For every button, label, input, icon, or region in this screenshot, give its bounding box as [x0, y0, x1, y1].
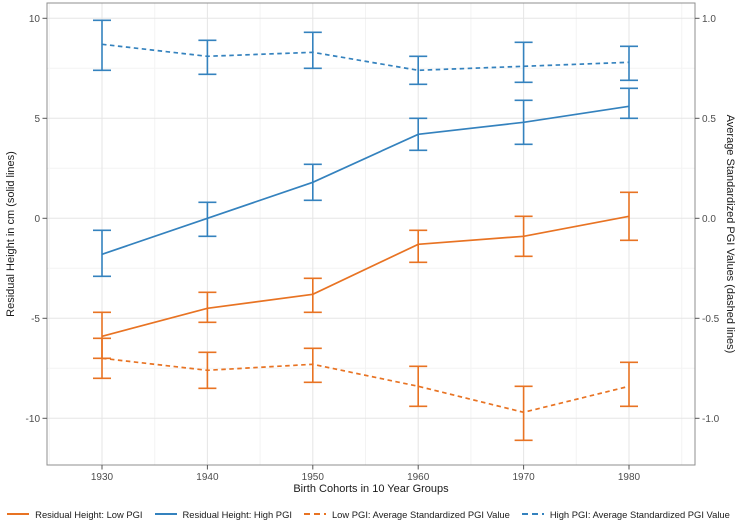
series-line — [101, 357, 630, 414]
y-tick-label-left: -5 — [31, 314, 40, 325]
series-line — [101, 43, 630, 72]
legend-swatch-dashed-blue-icon — [521, 513, 544, 515]
legend-item-residual-high-pgi: Residual Height: High PGI — [154, 509, 292, 520]
legend-swatch-dashed-orange-icon — [303, 513, 326, 515]
chart-canvas: 10 5 0 -5 -10 1.0 0.5 0.0 -0.5 -1.0 1930 1940 1950 19… — [5, 2, 736, 495]
x-tick-label: 1940 — [196, 472, 219, 483]
y-tick-label-right: -0.5 — [702, 314, 720, 325]
y-tick-label-right: 0.0 — [702, 214, 716, 225]
panel-background — [47, 3, 695, 465]
y-tick-label-left: 0 — [34, 214, 40, 225]
series-line — [101, 215, 630, 338]
legend-swatch-solid-blue-icon — [154, 513, 177, 515]
legend-swatch-solid-orange-icon — [7, 513, 30, 515]
y-tick-label-right: 0.5 — [702, 114, 716, 125]
y-axis-title-left: Residual Height in cm (solid lines) — [5, 151, 17, 317]
legend-item-residual-low-pgi: Residual Height: Low PGI — [6, 508, 143, 520]
y-tick-label-right: 1.0 — [702, 14, 716, 25]
legend-label: Low PGI: Average Standardized PGI Value — [331, 508, 510, 520]
x-tick-label: 1970 — [512, 472, 535, 483]
y-axis-title-right: Average Standardized PGI Values (dashed … — [724, 115, 736, 354]
legend-label: High PGI: Average Standardized PGI Value — [549, 508, 730, 520]
x-tick-label: 1960 — [407, 472, 430, 483]
x-axis-title: Birth Cohorts in 10 Year Groups — [293, 483, 449, 495]
chart-legend: Residual Height: Low PGI Residual Height… — [0, 503, 736, 525]
legend-item-pgi-high: High PGI: Average Standardized PGI Value — [521, 509, 730, 520]
x-tick-label: 1950 — [302, 472, 325, 483]
x-tick-label: 1980 — [618, 472, 641, 483]
series-line — [101, 105, 630, 256]
y-tick-label-left: -10 — [26, 414, 41, 425]
y-tick-label-left: 10 — [29, 14, 41, 25]
x-tick-label: 1930 — [91, 472, 114, 483]
legend-label: Residual Height: Low PGI — [35, 508, 143, 520]
plot-layer: 10 5 0 -5 -10 1.0 0.5 0.0 -0.5 -1.0 1930 1940 1950 19… — [26, 2, 720, 483]
y-tick-label-right: -1.0 — [702, 414, 720, 425]
legend-item-pgi-low: Low PGI: Average Standardized PGI Value — [303, 509, 510, 520]
y-tick-label-left: 5 — [34, 114, 40, 125]
panel-border — [46, 2, 696, 466]
legend-label: Residual Height: High PGI — [182, 508, 292, 520]
